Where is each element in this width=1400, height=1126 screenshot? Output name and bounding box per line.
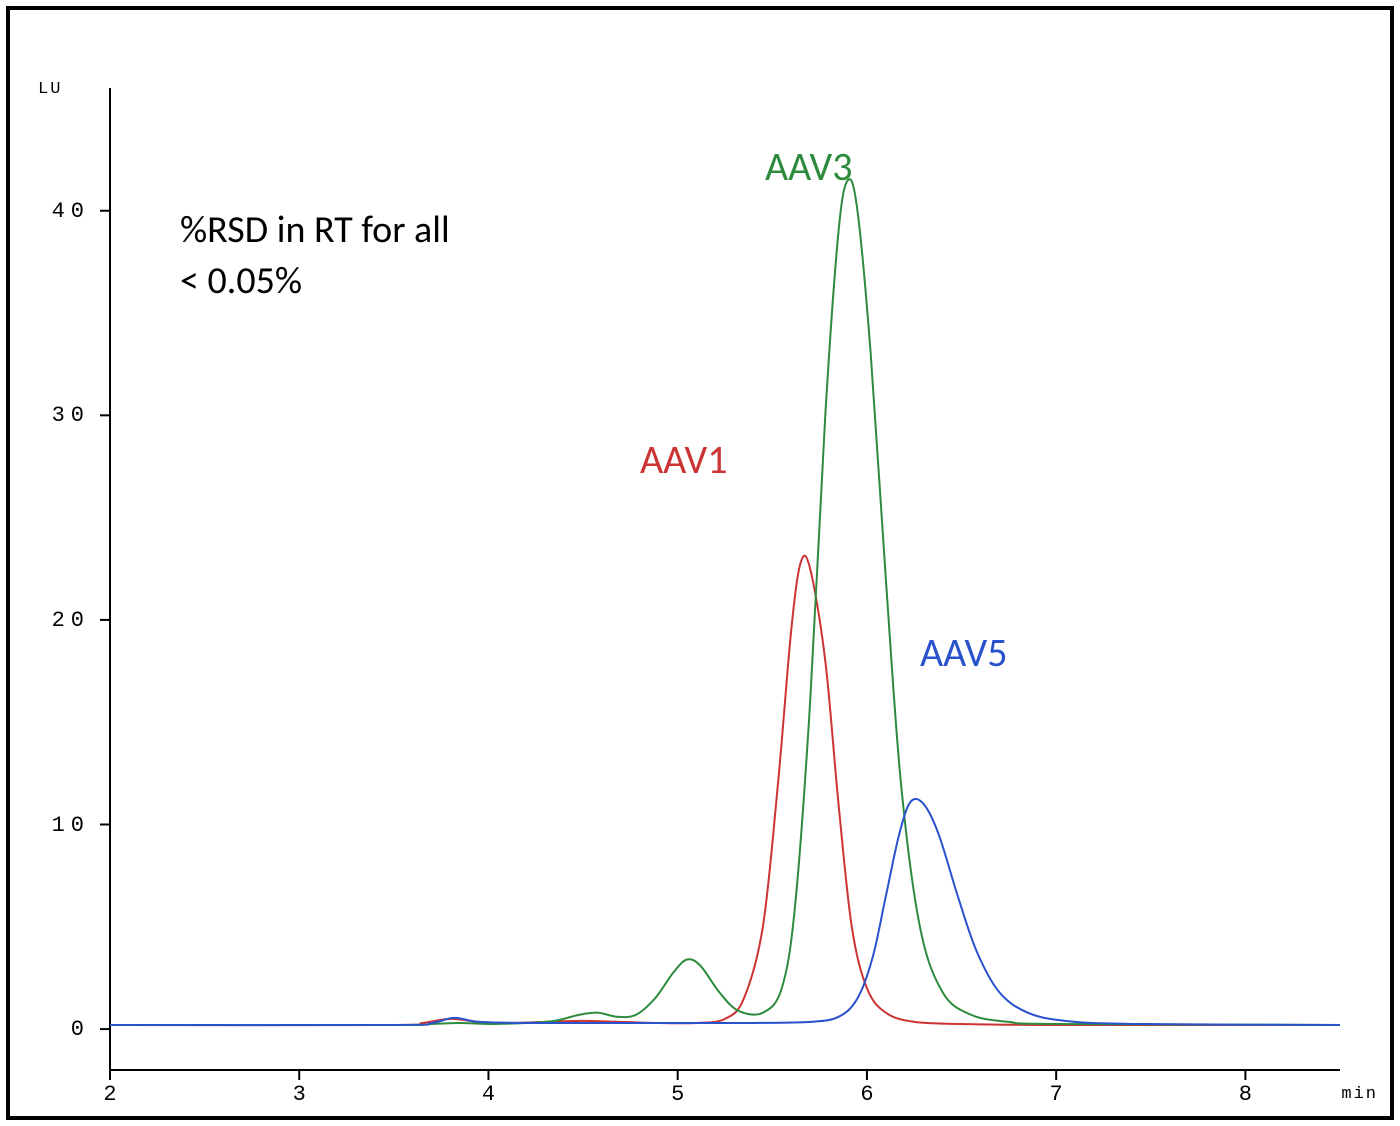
y-tick-label: 10 xyxy=(40,813,90,838)
series-label-aav1: AAV1 xyxy=(640,435,728,484)
y-axis-label: LU xyxy=(38,80,62,99)
x-tick-label: 6 xyxy=(860,1082,873,1107)
x-tick-label: 7 xyxy=(1050,1082,1063,1107)
x-tick-label: 8 xyxy=(1239,1082,1252,1107)
series-aav5 xyxy=(110,799,1340,1025)
y-tick-label: 0 xyxy=(40,1017,90,1042)
x-tick-label: 2 xyxy=(103,1082,116,1107)
rsd-annotation-line1: %RSD in RT for all xyxy=(180,207,450,253)
x-tick-label: 3 xyxy=(293,1082,306,1107)
chromatogram-svg xyxy=(10,10,1390,1116)
series-label-aav5: AAV5 xyxy=(920,628,1008,677)
x-axis-label: min xyxy=(1341,1085,1378,1104)
chart-frame: LU min 0 10 20 30 40 2 3 4 5 6 7 8 %RSD in RT for … xyxy=(6,6,1394,1120)
rsd-annotation: %RSD in RT for all < 0.05% xyxy=(180,205,450,308)
series-label-aav3: AAV3 xyxy=(765,142,853,191)
series-aav1 xyxy=(110,556,1340,1026)
plot-container: LU min 0 10 20 30 40 2 3 4 5 6 7 8 %RSD in RT for … xyxy=(10,10,1390,1116)
y-tick-label: 20 xyxy=(40,608,90,633)
y-tick-label: 40 xyxy=(40,199,90,224)
x-tick-label: 5 xyxy=(671,1082,684,1107)
y-tick-label: 30 xyxy=(40,403,90,428)
rsd-annotation-line2: < 0.05% xyxy=(180,258,302,304)
x-tick-label: 4 xyxy=(482,1082,495,1107)
